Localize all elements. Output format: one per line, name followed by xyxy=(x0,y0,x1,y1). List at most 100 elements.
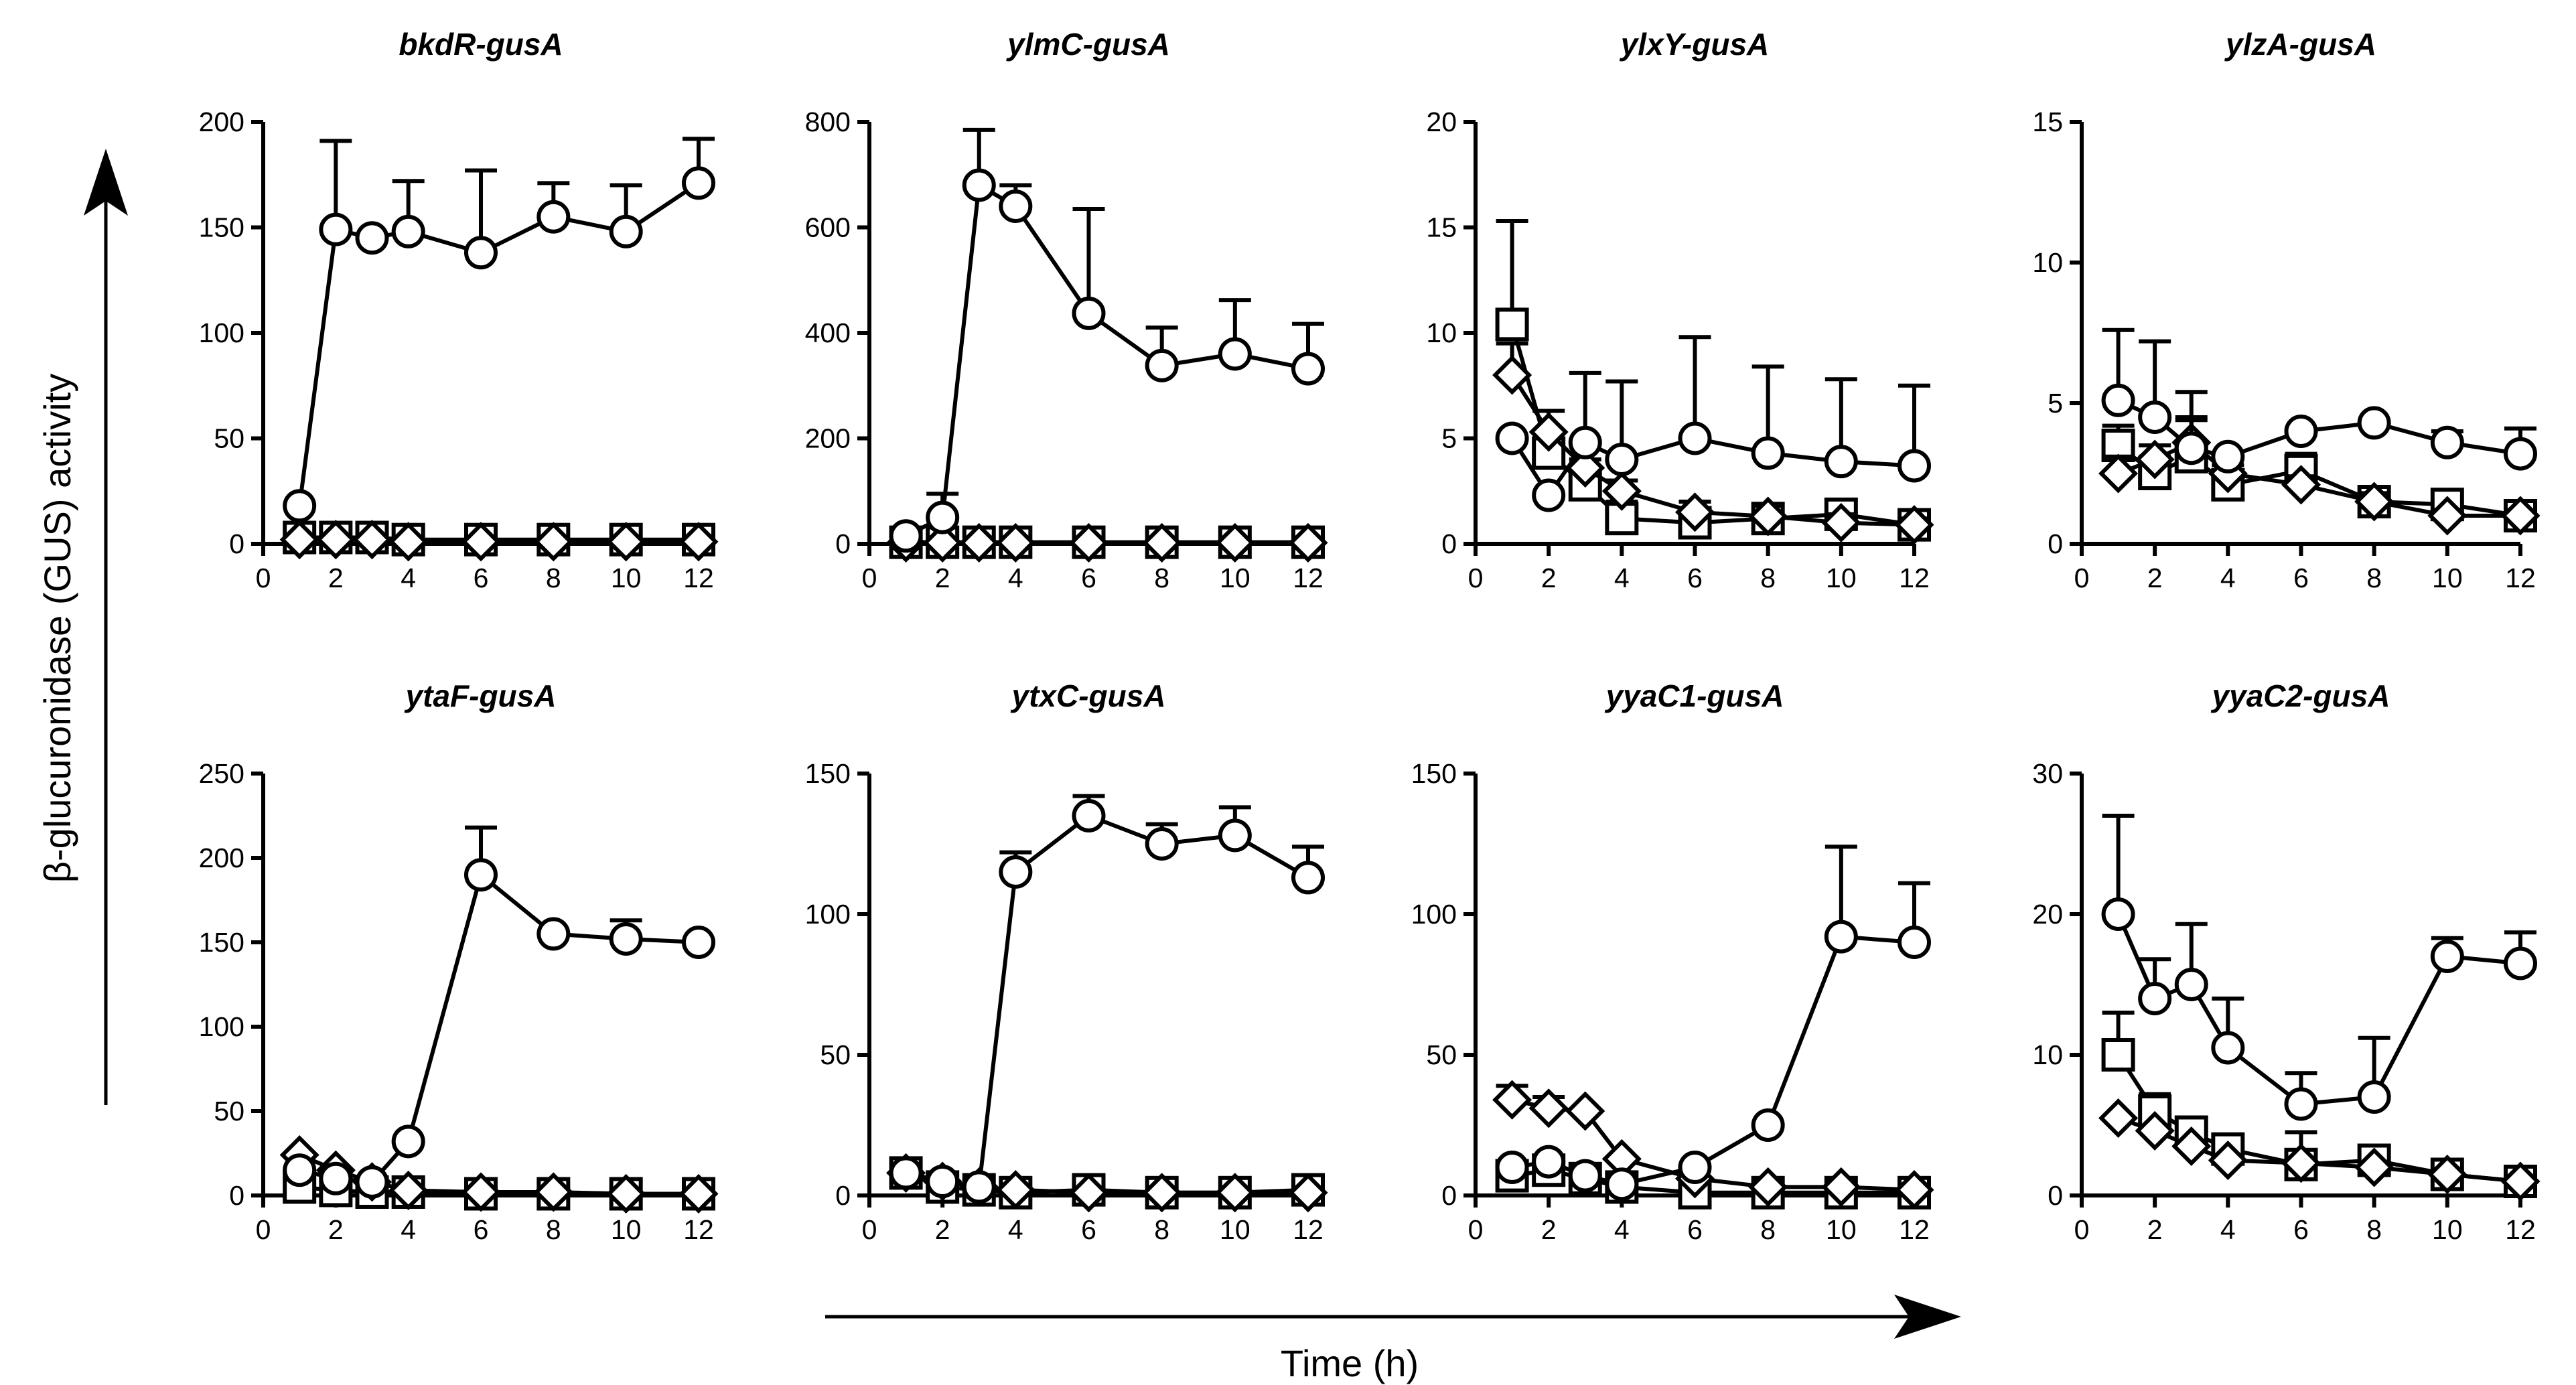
series-diamond xyxy=(1492,1080,1934,1210)
y-tick-label: 0 xyxy=(835,1180,851,1211)
x-tick-label: 10 xyxy=(2432,1214,2463,1245)
y-tick-label: 150 xyxy=(199,927,244,958)
data-point-square xyxy=(1495,307,1529,342)
x-tick-label: 6 xyxy=(2293,1214,2309,1245)
x-tick-label: 12 xyxy=(1899,1214,1930,1245)
y-tick-label: 10 xyxy=(2032,247,2063,278)
chart-panel-8: yyaC2-gusA 0 10 20 30 0 2 4 6 8 10 12 xyxy=(2032,678,2541,1245)
x-tick-label: 8 xyxy=(1154,1214,1169,1245)
data-point-diamond xyxy=(959,522,999,563)
x-tick-label: 0 xyxy=(2074,563,2090,593)
data-point-diamond xyxy=(2354,1147,2394,1187)
y-tick-label: 150 xyxy=(805,758,851,789)
x-tick-label: 2 xyxy=(2147,1214,2163,1245)
data-point-circle xyxy=(1678,1151,1712,1184)
data-point-diamond xyxy=(315,520,356,560)
data-point-circle xyxy=(609,214,643,248)
x-tick-label: 8 xyxy=(546,563,561,593)
x-tick-label: 12 xyxy=(1293,1214,1323,1245)
data-point-circle xyxy=(1532,1145,1566,1179)
data-point-circle xyxy=(2504,946,2537,980)
data-point-diamond xyxy=(1748,1167,1788,1207)
data-point-circle xyxy=(2430,425,2464,459)
data-point-diamond xyxy=(2354,482,2394,522)
data-point-circle xyxy=(2138,982,2172,1015)
chart-title: ytxC-gusA xyxy=(1010,678,1165,713)
data-point-diamond xyxy=(1528,412,1569,452)
data-point-diamond xyxy=(606,1173,646,1214)
data-point-diamond xyxy=(678,522,719,562)
data-point-circle xyxy=(1898,449,1931,483)
data-point-diamond xyxy=(1674,492,1715,532)
data-point-diamond xyxy=(388,1170,429,1210)
series-circle xyxy=(889,127,1325,553)
chart-title: yyaC1-gusA xyxy=(1605,678,1784,713)
series-circle xyxy=(2101,327,2537,473)
y-tick-label: 200 xyxy=(199,843,244,873)
data-point-diamond xyxy=(678,1173,719,1214)
x-tick-label: 0 xyxy=(256,563,271,593)
series-circle xyxy=(2101,814,2537,1121)
data-point-diamond xyxy=(1528,1088,1569,1128)
x-tick-label: 6 xyxy=(1081,1214,1096,1245)
data-point-circle xyxy=(926,500,960,534)
data-point-circle xyxy=(1218,818,1252,853)
x-tick-label: 4 xyxy=(401,563,416,593)
x-tick-label: 2 xyxy=(2147,563,2163,593)
data-point-circle xyxy=(889,1156,923,1190)
x-tick-label: 2 xyxy=(1541,563,1557,593)
chart-title: yyaC2-gusA xyxy=(2211,678,2390,713)
data-point-diamond xyxy=(533,1172,573,1212)
series-circle xyxy=(283,825,715,1199)
data-point-diamond xyxy=(388,522,429,562)
data-point-circle xyxy=(2211,1031,2245,1065)
data-point-circle xyxy=(1824,445,1858,479)
x-tick-label: 2 xyxy=(328,563,344,593)
data-point-diamond xyxy=(2135,1110,2175,1151)
data-point-circle xyxy=(1568,1159,1602,1193)
y-tick-label: 20 xyxy=(2032,899,2063,930)
data-point-circle xyxy=(962,168,996,202)
x-tick-label: 4 xyxy=(2220,563,2236,593)
data-point-circle xyxy=(355,221,389,255)
x-tick-label: 4 xyxy=(2220,1214,2236,1245)
chart-title: ylzA-gusA xyxy=(2224,27,2376,62)
y-tick-label: 10 xyxy=(2032,1039,2063,1070)
chart-panel-1: bkdR-gusA 0 50 100 150 200 0 2 4 6 8 10 12 xyxy=(199,27,719,593)
data-point-circle xyxy=(1568,425,1602,459)
x-tick-label: 10 xyxy=(611,1214,642,1245)
chart-panel-3: ylxY-gusA 0 5 10 15 20 0 2 4 6 8 10 12 xyxy=(1426,27,1934,593)
data-point-circle xyxy=(2138,400,2172,434)
data-point-circle xyxy=(2357,406,2391,440)
data-point-circle xyxy=(319,212,353,246)
data-point-diamond xyxy=(922,522,962,563)
x-tick-label: 10 xyxy=(1826,1214,1857,1245)
data-point-diamond xyxy=(2500,496,2541,536)
y-axis-title: β-glucuronidase (GUS) activity xyxy=(36,374,78,883)
data-point-diamond xyxy=(2427,1154,2467,1195)
y-axis-arrow xyxy=(84,149,128,1105)
data-point-circle xyxy=(1605,1167,1639,1201)
x-tick-label: 2 xyxy=(935,563,950,593)
x-tick-label: 0 xyxy=(1468,563,1484,593)
x-tick-label: 10 xyxy=(1220,1214,1250,1245)
data-point-circle xyxy=(2357,1080,2391,1114)
x-tick-label: 4 xyxy=(1614,563,1630,593)
series-diamond xyxy=(2098,1098,2541,1201)
data-point-diamond xyxy=(352,520,392,560)
x-tick-label: 2 xyxy=(1541,1214,1557,1245)
data-point-circle xyxy=(1495,421,1529,455)
data-point-circle xyxy=(464,236,498,270)
x-tick-label: 6 xyxy=(1687,563,1703,593)
y-tick-label: 100 xyxy=(1411,899,1457,930)
data-point-diamond xyxy=(1215,1173,1255,1213)
series-square xyxy=(2101,1011,2537,1198)
series-diamond xyxy=(1492,341,1934,545)
data-point-circle xyxy=(1145,827,1179,861)
data-point-circle xyxy=(1898,926,1931,959)
x-tick-label: 4 xyxy=(1614,1214,1630,1245)
data-point-circle xyxy=(1678,421,1712,455)
data-point-diamond xyxy=(1142,522,1182,563)
chart-panel-2: ylmC-gusA 0 200 400 600 800 0 2 4 6 8 10 12 xyxy=(805,27,1328,593)
y-tick-label: 400 xyxy=(805,317,851,348)
